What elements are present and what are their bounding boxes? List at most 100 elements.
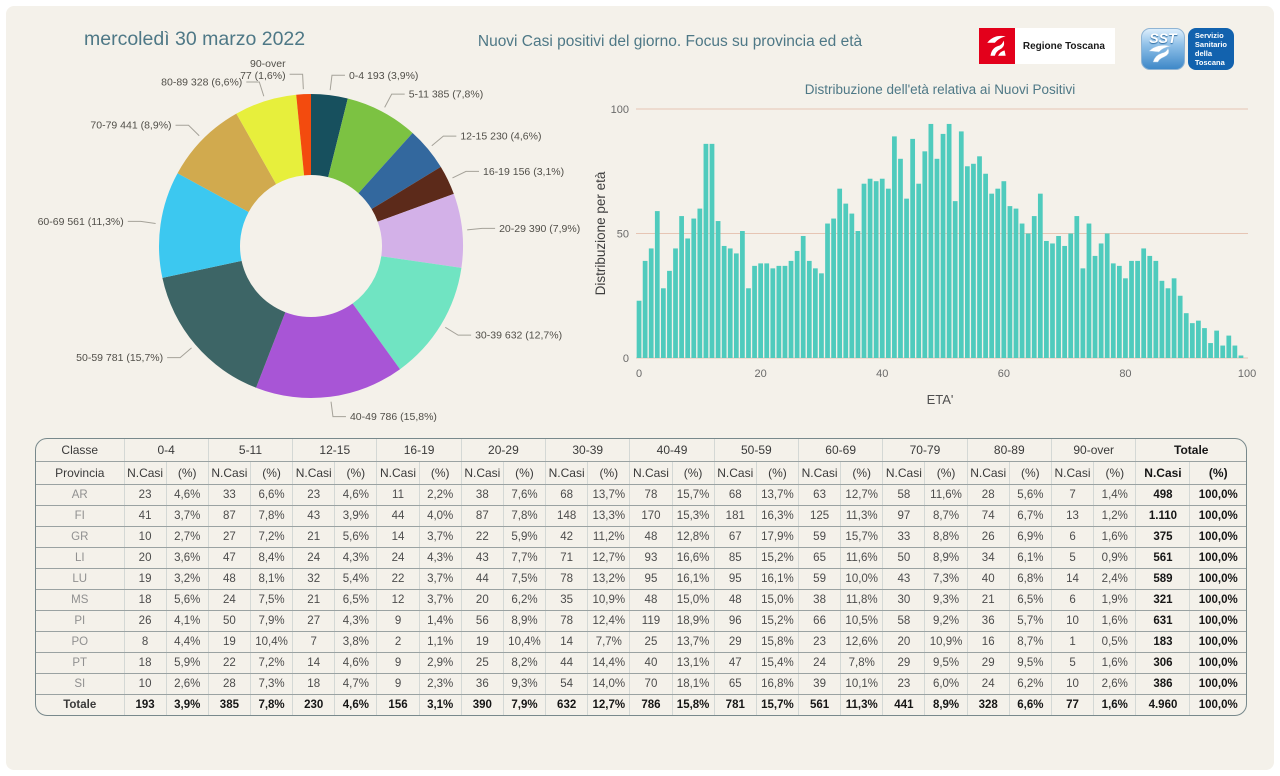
table-cell: 14 xyxy=(1051,568,1095,590)
sst-pegasus-icon xyxy=(1147,43,1177,68)
bar-age-85 xyxy=(1153,260,1159,358)
table-subheader: N.Casi xyxy=(1051,461,1095,485)
table-cell: 100,0% xyxy=(1189,673,1246,695)
table-cell: 386 xyxy=(1135,673,1191,695)
table-cell: 8 xyxy=(124,631,167,653)
bar-age-95 xyxy=(1214,330,1220,358)
table-cell: 6,0% xyxy=(924,673,968,695)
table-cell: 22 xyxy=(376,568,420,590)
table-cell: 5,6% xyxy=(166,589,209,611)
table-cell: 58 xyxy=(882,484,926,506)
bar-age-0 xyxy=(636,300,642,358)
bar-age-83 xyxy=(1141,248,1147,358)
table-cell: 1,4% xyxy=(419,610,462,632)
sst-badge: SST xyxy=(1140,28,1185,70)
table-cell: 6 xyxy=(1051,589,1095,611)
donut-label: 5-11 385 (7,8%) xyxy=(409,89,484,101)
table-cell: 40 xyxy=(629,652,673,674)
bar-age-96 xyxy=(1220,345,1226,358)
table-cell: 70 xyxy=(629,673,673,695)
bar-age-18 xyxy=(746,288,751,358)
table-group-header: Totale xyxy=(1135,439,1246,462)
bar-age-25 xyxy=(788,260,794,358)
table-cell: 7,8% xyxy=(250,505,294,527)
donut-label: 80-89 328 (6,6%) xyxy=(161,76,242,88)
donut-label-line xyxy=(384,93,405,108)
table-cell: 13,7% xyxy=(587,484,631,506)
donut-label-line xyxy=(167,347,192,359)
table-cell: 328 xyxy=(967,694,1010,715)
table-cell: 68 xyxy=(714,484,757,506)
table-cell: 66 xyxy=(798,610,842,632)
bar-age-74 xyxy=(1086,223,1092,358)
table-cell: 4,0% xyxy=(419,505,462,527)
table-cell: 9,3% xyxy=(924,589,968,611)
donut-label: 60-69 561 (11,3%) xyxy=(38,216,124,228)
table-cell: 38 xyxy=(461,484,504,506)
table-cell: 19 xyxy=(208,631,251,653)
table-cell: 7,3% xyxy=(924,568,968,590)
table-cell: 13,7% xyxy=(672,631,715,653)
table-cell: 4,3% xyxy=(334,610,378,632)
table-cell: 12,8% xyxy=(672,526,715,548)
bar-age-45 xyxy=(910,138,916,358)
table-cell: 2,9% xyxy=(419,652,462,674)
donut-label-line xyxy=(431,135,457,147)
page-title: Nuovi Casi positivi del giorno. Focus su… xyxy=(477,33,863,50)
bar-age-24 xyxy=(782,265,788,358)
table-cell: 375 xyxy=(1135,526,1191,548)
table-cell: 16 xyxy=(967,631,1010,653)
table-cell: 11,6% xyxy=(840,547,884,569)
table-cell: 148 xyxy=(545,505,589,527)
bar-age-35 xyxy=(849,213,855,358)
table-group-header: 40-49 xyxy=(629,439,715,462)
table-cell: 4,7% xyxy=(334,673,378,695)
bar-age-40 xyxy=(879,178,885,358)
bar-age-36 xyxy=(855,231,861,358)
bar-age-27 xyxy=(800,235,806,358)
table-cell: 13,3% xyxy=(587,505,631,527)
donut-slice-30-39 xyxy=(352,256,462,370)
table-subheader: (%) xyxy=(587,461,631,485)
x-axis-label: ETA' xyxy=(927,392,954,407)
table-cell: 23 xyxy=(882,673,926,695)
table-cell: 26 xyxy=(967,526,1010,548)
table-cell: 50 xyxy=(882,547,926,569)
table-cell: 16,1% xyxy=(672,568,715,590)
table-cell: 2,3% xyxy=(419,673,462,695)
table-cell: 1,6% xyxy=(1093,526,1137,548)
donut-slice-0-4 xyxy=(311,94,348,178)
table-cell: 12 xyxy=(376,589,420,611)
bar-age-1 xyxy=(642,260,648,358)
table-cell: 100,0% xyxy=(1198,699,1238,711)
table-cell: 22 xyxy=(461,526,504,548)
bar-age-42 xyxy=(892,136,897,358)
table-cell: 306 xyxy=(1135,652,1191,674)
table-cell: 7,3% xyxy=(250,673,294,695)
bar-age-67 xyxy=(1044,240,1049,358)
table-cell: 1 xyxy=(1051,631,1095,653)
table-cell: 1,6% xyxy=(1093,652,1137,674)
table-cell: 8,4% xyxy=(250,547,294,569)
table-cell: 4,3% xyxy=(419,547,462,569)
table-cell: 10,1% xyxy=(840,673,884,695)
table-cell: 5,4% xyxy=(334,568,378,590)
bar-chart-title: Distribuzione dell'età relativa ai Nuovi… xyxy=(805,82,1075,97)
table-cell: 11,3% xyxy=(840,694,884,715)
table-cell: 3,9% xyxy=(166,694,209,715)
table-cell: 15,2% xyxy=(756,547,800,569)
table-cell: 41 xyxy=(124,505,167,527)
table-cell: 2 xyxy=(376,631,420,653)
table-group-header: 16-19 xyxy=(376,439,462,462)
table-cell: 15,2% xyxy=(756,610,800,632)
bar-age-97 xyxy=(1226,335,1232,358)
bar-age-64 xyxy=(1025,233,1031,358)
donut-label-line xyxy=(175,124,200,137)
donut-label-line xyxy=(329,74,345,91)
bar-age-73 xyxy=(1080,268,1086,358)
table-cell: 10 xyxy=(1051,673,1095,695)
table-cell: 7,5% xyxy=(503,568,547,590)
table-cell: 74 xyxy=(967,505,1010,527)
table-subheader: N.Casi xyxy=(545,461,589,485)
bar-age-48 xyxy=(928,123,934,358)
